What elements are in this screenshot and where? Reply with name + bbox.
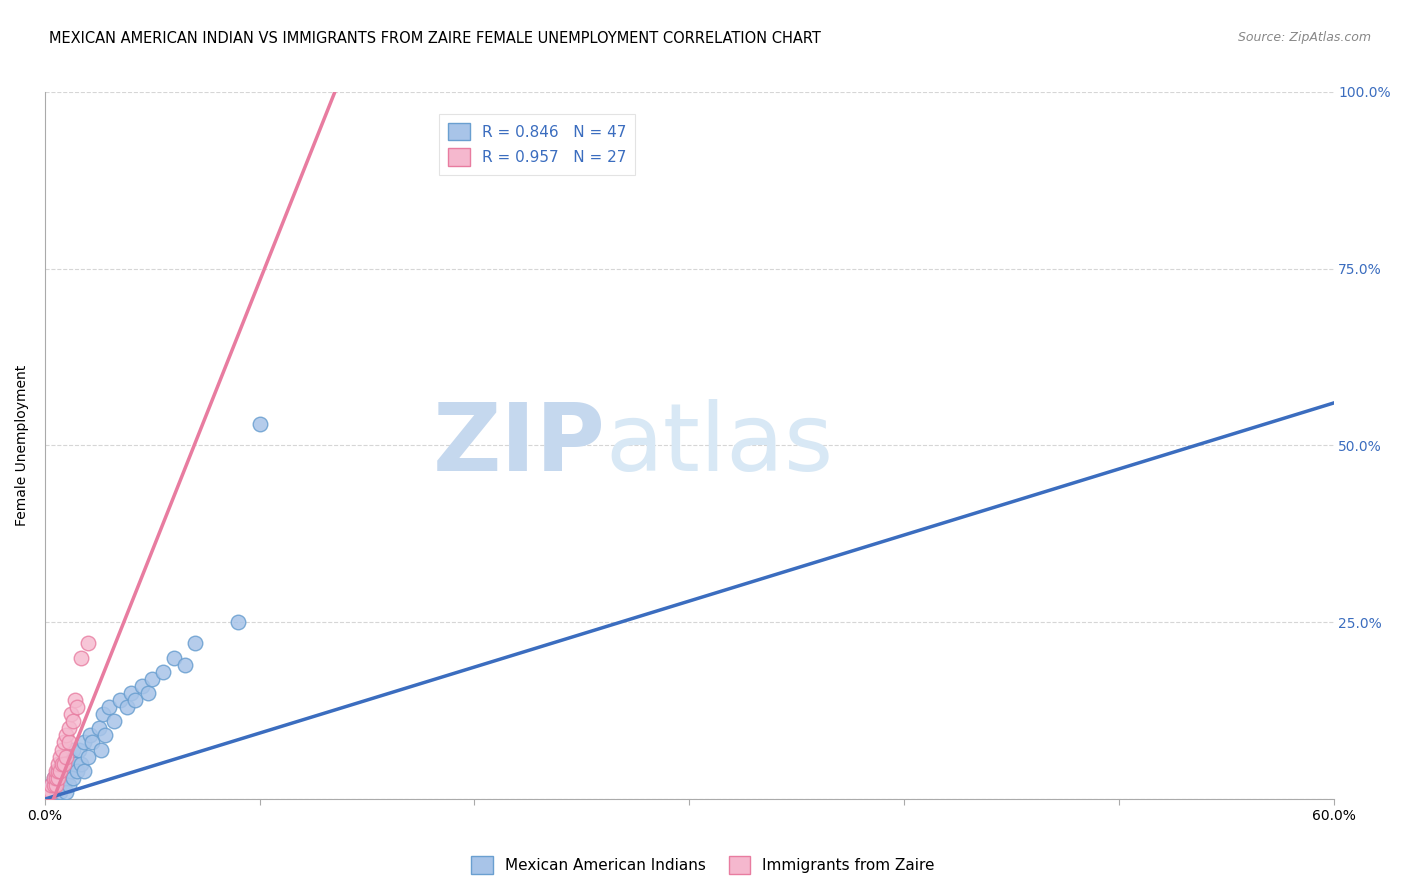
Point [136,686,159,700]
Point [45,771,67,785]
Point [77,636,100,650]
Point [124,693,146,707]
Point [77,749,100,764]
Point [41,778,63,792]
Point [58,735,80,749]
Point [87,722,110,736]
Legend: R = 0.846   N = 47, R = 0.957   N = 27: R = 0.846 N = 47, R = 0.957 N = 27 [439,113,636,175]
Point [51,756,73,771]
Point [55,756,77,771]
Point [42,778,65,792]
Point [249,417,271,432]
Point [62,714,84,729]
Legend: Mexican American Indians, Immigrants from Zaire: Mexican American Indians, Immigrants fro… [465,850,941,880]
Point [108,693,131,707]
Point [55,771,77,785]
Point [91,707,114,722]
Point [90,742,112,756]
Point [131,679,153,693]
Point [42,771,65,785]
Point [46,771,69,785]
Point [49,749,72,764]
Point [70,756,93,771]
Point [45,764,67,778]
Point [59,764,82,778]
Point [55,785,77,799]
Text: MEXICAN AMERICAN INDIAN VS IMMIGRANTS FROM ZAIRE FEMALE UNEMPLOYMENT CORRELATION: MEXICAN AMERICAN INDIAN VS IMMIGRANTS FR… [49,31,821,46]
Point [53,778,76,792]
Point [98,700,121,714]
Point [72,735,94,749]
Point [51,756,73,771]
Point [42,771,65,785]
Point [55,728,77,742]
Point [62,742,84,756]
Point [67,742,90,756]
Point [120,686,142,700]
Point [53,771,76,785]
Point [94,728,117,742]
Text: ZIP: ZIP [433,400,606,491]
Point [115,700,138,714]
Point [62,771,84,785]
Point [141,672,163,686]
Point [63,693,86,707]
Point [82,735,104,749]
Point [41,785,63,799]
Point [58,778,80,792]
Point [184,636,207,650]
Point [46,764,69,778]
Point [152,665,174,679]
Text: atlas: atlas [606,400,834,491]
Point [46,764,69,778]
Point [70,650,93,665]
Point [51,742,73,756]
Point [41,778,63,792]
Point [45,778,67,792]
Point [66,764,89,778]
Point [49,771,72,785]
Point [79,728,101,742]
Point [38,785,60,799]
Point [49,764,72,778]
Point [72,764,94,778]
Point [58,749,80,764]
Point [103,714,125,729]
Point [46,756,69,771]
Point [53,735,76,749]
Point [58,722,80,736]
Point [66,700,89,714]
Point [173,657,195,672]
Point [46,778,69,792]
Text: Source: ZipAtlas.com: Source: ZipAtlas.com [1237,31,1371,45]
Point [53,756,76,771]
Point [163,650,186,665]
Point [45,785,67,799]
Point [59,707,82,722]
Y-axis label: Female Unemployment: Female Unemployment [15,365,30,526]
Point [226,615,249,630]
Point [63,756,86,771]
Point [55,749,77,764]
Point [49,785,72,799]
Point [51,778,73,792]
